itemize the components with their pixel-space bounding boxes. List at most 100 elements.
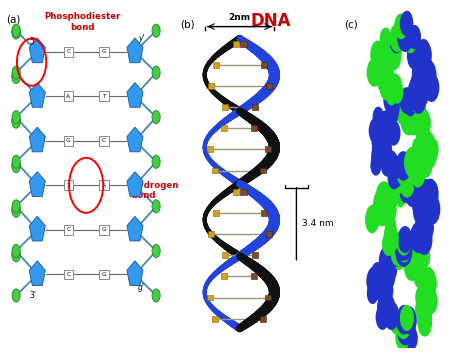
FancyBboxPatch shape — [100, 91, 109, 101]
Circle shape — [396, 103, 409, 125]
Circle shape — [414, 66, 430, 96]
Circle shape — [387, 95, 400, 119]
Circle shape — [412, 189, 429, 220]
Circle shape — [403, 168, 416, 192]
Text: G: G — [102, 272, 106, 277]
Circle shape — [401, 103, 417, 134]
Circle shape — [415, 52, 427, 74]
Circle shape — [397, 237, 411, 262]
Text: y': y' — [138, 34, 145, 43]
Circle shape — [414, 81, 428, 108]
Circle shape — [421, 267, 436, 295]
Circle shape — [418, 310, 432, 337]
FancyBboxPatch shape — [252, 252, 258, 258]
Circle shape — [406, 104, 422, 135]
Circle shape — [377, 282, 389, 302]
Circle shape — [383, 83, 400, 115]
Polygon shape — [127, 216, 143, 241]
Circle shape — [386, 102, 399, 126]
Circle shape — [371, 274, 385, 300]
Text: C: C — [66, 49, 70, 54]
Circle shape — [410, 150, 422, 173]
Circle shape — [383, 294, 395, 317]
FancyBboxPatch shape — [240, 189, 246, 195]
Circle shape — [414, 241, 430, 271]
FancyBboxPatch shape — [64, 136, 73, 146]
Circle shape — [400, 305, 414, 331]
Circle shape — [417, 39, 430, 64]
Circle shape — [400, 11, 413, 36]
Circle shape — [397, 22, 413, 52]
Circle shape — [381, 262, 393, 283]
Circle shape — [152, 111, 160, 124]
Circle shape — [397, 27, 410, 50]
Circle shape — [391, 38, 402, 60]
Circle shape — [409, 248, 420, 269]
FancyBboxPatch shape — [64, 269, 73, 279]
Polygon shape — [29, 261, 46, 285]
Circle shape — [377, 275, 393, 305]
FancyBboxPatch shape — [233, 189, 239, 195]
Circle shape — [420, 215, 434, 241]
Circle shape — [408, 78, 423, 105]
Circle shape — [381, 261, 395, 286]
Circle shape — [395, 236, 412, 267]
Circle shape — [417, 252, 428, 272]
Circle shape — [416, 286, 429, 310]
Circle shape — [418, 285, 434, 315]
Circle shape — [417, 266, 431, 291]
Circle shape — [405, 319, 416, 339]
Circle shape — [374, 272, 390, 301]
Circle shape — [419, 154, 432, 178]
Text: G: G — [102, 228, 106, 233]
Circle shape — [399, 168, 415, 198]
Circle shape — [395, 188, 406, 208]
Text: Hydrogen
bond: Hydrogen bond — [132, 181, 179, 200]
Text: g': g' — [138, 283, 145, 292]
Circle shape — [422, 205, 434, 226]
Circle shape — [384, 257, 397, 282]
Circle shape — [383, 198, 397, 223]
Circle shape — [419, 60, 431, 82]
Polygon shape — [127, 261, 143, 285]
Circle shape — [415, 116, 430, 144]
Circle shape — [378, 303, 390, 324]
Circle shape — [12, 25, 20, 39]
Circle shape — [12, 200, 20, 213]
Circle shape — [379, 246, 395, 275]
Circle shape — [12, 70, 20, 84]
FancyBboxPatch shape — [260, 168, 266, 174]
Circle shape — [390, 310, 403, 335]
Circle shape — [385, 215, 396, 235]
Circle shape — [397, 327, 410, 349]
Circle shape — [391, 29, 403, 51]
Circle shape — [382, 264, 395, 289]
Circle shape — [387, 155, 401, 181]
Circle shape — [12, 244, 20, 257]
Text: C: C — [66, 228, 70, 233]
Circle shape — [407, 41, 422, 70]
Circle shape — [403, 28, 418, 53]
Circle shape — [152, 244, 160, 257]
Circle shape — [418, 306, 432, 332]
Circle shape — [371, 144, 384, 168]
Circle shape — [377, 113, 391, 138]
Circle shape — [413, 196, 429, 225]
Circle shape — [390, 23, 405, 52]
Text: C: C — [102, 138, 106, 143]
Circle shape — [12, 203, 20, 217]
Circle shape — [388, 73, 402, 100]
Circle shape — [400, 104, 417, 136]
Circle shape — [395, 234, 410, 261]
Circle shape — [423, 193, 440, 225]
Circle shape — [424, 73, 439, 102]
Circle shape — [401, 306, 417, 334]
Circle shape — [370, 155, 382, 176]
FancyBboxPatch shape — [222, 104, 228, 110]
Text: (c): (c) — [344, 19, 358, 29]
Circle shape — [370, 205, 381, 226]
Circle shape — [408, 25, 421, 49]
Circle shape — [365, 205, 380, 231]
Circle shape — [412, 170, 423, 191]
Circle shape — [152, 200, 160, 213]
